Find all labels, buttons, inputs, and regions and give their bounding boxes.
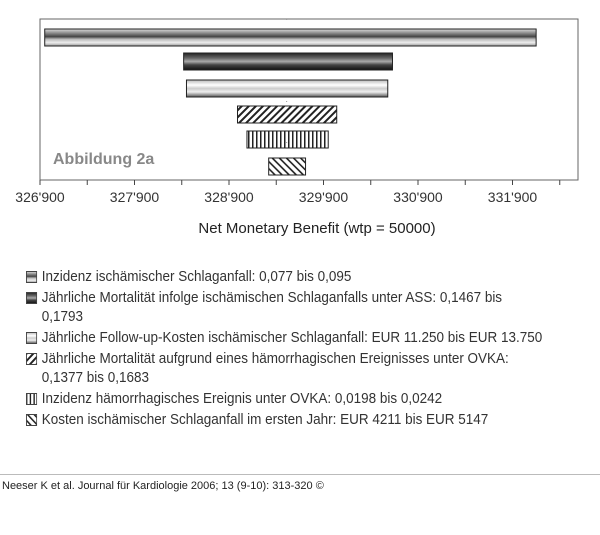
- legend-label: Inzidenz hämorrhagisches Ereignis unter …: [41, 391, 443, 407]
- citation-footer: Neeser K et al. Journal für Kardiologie …: [2, 480, 324, 492]
- legend-label: Jährliche Mortalität infolge ischämische…: [41, 290, 503, 325]
- legend-item: Jährliche Follow-up-Kosten ischämischer …: [26, 329, 547, 348]
- legend-swatch-icon: [26, 414, 38, 426]
- divider: [0, 474, 600, 475]
- plot-frame: [39, 18, 579, 181]
- legend-swatch-icon: [26, 271, 38, 283]
- legend-item: Jährliche Mortalität infolge ischämische…: [26, 289, 547, 327]
- tornado-chart: 326'900 327'900 328'900 329'900 330'900 331'9…: [15, 18, 579, 237]
- x-tick-label: 330'900: [393, 189, 443, 205]
- figure-annotation: Abbildung 2a: [53, 151, 154, 168]
- bar-3: [185, 79, 389, 98]
- legend-swatch-icon: [26, 292, 38, 304]
- x-tick-label: 331'900: [488, 189, 538, 205]
- legend-label: Jährliche Follow-up-Kosten ischämischer …: [41, 330, 543, 346]
- x-tick-label: 328'900: [204, 189, 254, 205]
- bar-1: [44, 28, 537, 47]
- bar-6: [268, 157, 307, 176]
- legend: Inzidenz ischämischer Schlaganfall: 0,07…: [26, 268, 547, 432]
- bar-2: [183, 52, 393, 71]
- legend-swatch-icon: [26, 332, 38, 344]
- x-tick-label: 326'900: [15, 189, 65, 205]
- x-tick-label: 327'900: [110, 189, 160, 205]
- legend-label: Jährliche Mortalität aufgrund eines hämo…: [41, 351, 509, 386]
- bar-5: [246, 130, 329, 149]
- legend-label: Kosten ischämischer Schlaganfall im erst…: [41, 412, 489, 428]
- legend-swatch-icon: [26, 393, 38, 405]
- x-tick-label: 329'900: [299, 189, 349, 205]
- bar-4: [237, 105, 338, 124]
- legend-item: Inzidenz ischämischer Schlaganfall: 0,07…: [26, 268, 547, 287]
- legend-swatch-icon: [26, 353, 38, 365]
- legend-item: Inzidenz hämorrhagisches Ereignis unter …: [26, 390, 547, 409]
- x-axis-label: Net Monetary Benefit (wtp = 50000): [198, 220, 435, 237]
- legend-item: Kosten ischämischer Schlaganfall im erst…: [26, 411, 547, 430]
- legend-item: Jährliche Mortalität aufgrund eines hämo…: [26, 350, 547, 388]
- legend-label: Inzidenz ischämischer Schlaganfall: 0,07…: [41, 269, 352, 285]
